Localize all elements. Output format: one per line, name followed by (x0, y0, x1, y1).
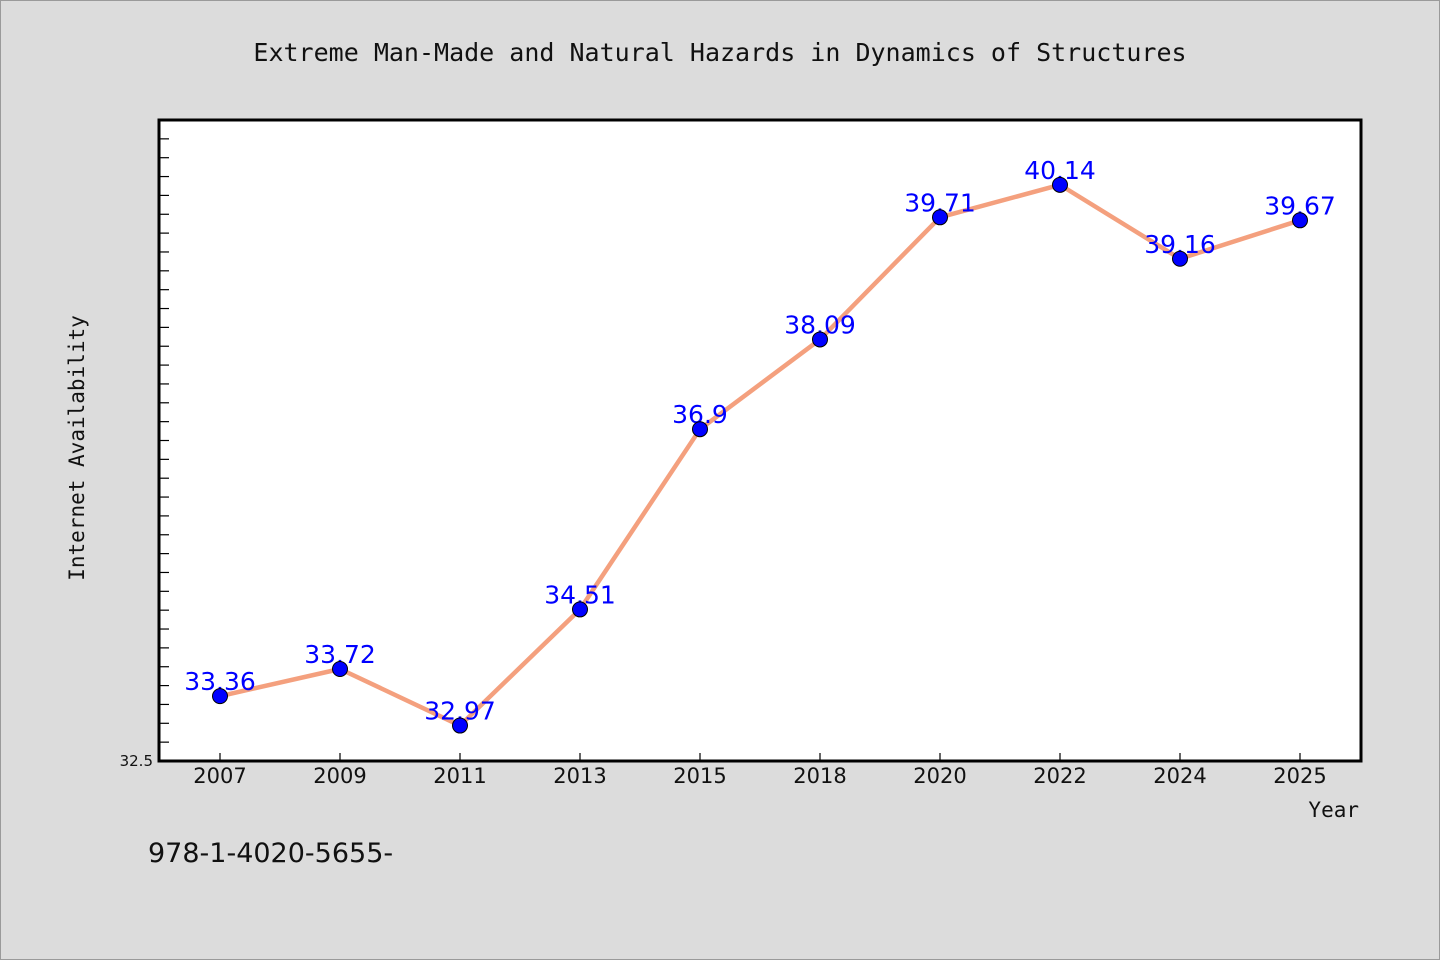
x-tick-label: 2009 (313, 764, 366, 788)
x-tick-label: 2024 (1153, 764, 1206, 788)
x-tick-label: 2018 (793, 764, 846, 788)
data-point (572, 601, 588, 618)
x-tick-label: 2011 (433, 764, 486, 788)
data-point (452, 717, 468, 734)
x-tick-label: 2022 (1033, 764, 1086, 788)
footnote: 978-1-4020-5655- (148, 838, 393, 869)
series-line (217, 182, 1303, 728)
chart-title: Extreme Man-Made and Natural Hazards in … (253, 38, 1186, 67)
x-tick-label: 2007 (193, 764, 246, 788)
x-tick-label: 2013 (553, 764, 606, 788)
data-point (332, 660, 348, 677)
x-axis-label: Year (1308, 798, 1359, 822)
x-tick-label: 2025 (1273, 764, 1326, 788)
data-point (812, 331, 828, 348)
x-axis-ticks: 2007 2009 2011 2013 2015 2018 2020 2022 2024 2025 (193, 753, 1327, 788)
x-tick-label: 2020 (913, 764, 966, 788)
data-point (1052, 176, 1068, 193)
y-axis-ticks (159, 119, 169, 762)
y-min-label: 32.5 (120, 752, 153, 770)
y-axis-label: Internet Availability (65, 315, 89, 581)
plot-border (157, 118, 1363, 763)
data-point (1172, 250, 1188, 267)
data-point (212, 688, 228, 705)
x-tick-label: 2015 (673, 764, 726, 788)
data-point (932, 209, 948, 226)
series-group: 33.3633.7232.9734.5136.938.0939.7140.143… (184, 156, 1336, 734)
data-point (692, 421, 708, 438)
plot-area (159, 120, 1361, 761)
data-point (1292, 212, 1308, 229)
